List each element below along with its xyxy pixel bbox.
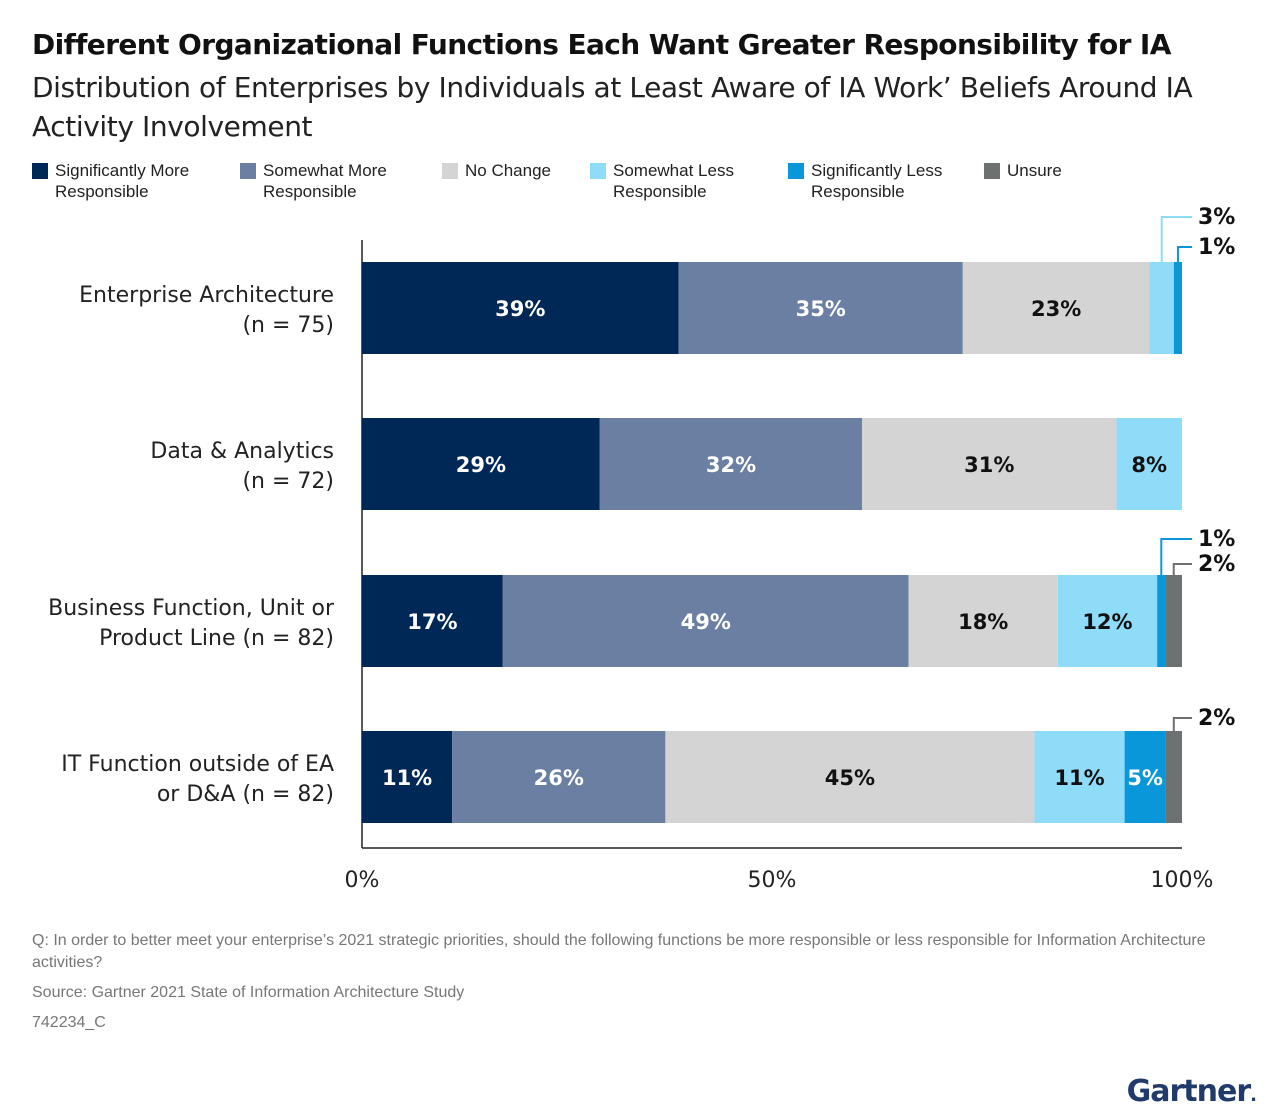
- survey-question: Q: In order to better meet your enterpri…: [32, 932, 1206, 971]
- x-tick-label: 0%: [345, 868, 380, 893]
- bar-segment: [362, 262, 679, 354]
- bar-segment: [678, 262, 963, 354]
- legend: Significantly More Responsible Somewhat M…: [32, 160, 1252, 210]
- legend-item: Somewhat Less Responsible: [590, 160, 773, 202]
- bar-segment: [1034, 731, 1125, 823]
- bar-segment: [452, 731, 666, 823]
- callout-value-label: 2%: [1198, 552, 1235, 577]
- bar-value-label: 49%: [681, 610, 731, 634]
- bar-segment: [665, 731, 1035, 823]
- bar-segment: [362, 418, 600, 510]
- callout-leader: [1172, 563, 1192, 575]
- callout-leader: [1176, 246, 1192, 262]
- bar-value-label: 11%: [1054, 766, 1104, 790]
- bar-segment: [1057, 575, 1158, 667]
- bar-segment: [1116, 418, 1182, 510]
- figure-id: 742234_C: [32, 1014, 106, 1031]
- legend-item: Somewhat More Responsible: [240, 160, 423, 202]
- legend-label: Somewhat Less Responsible: [613, 161, 734, 201]
- category-label: Enterprise Architecture (n = 75): [79, 283, 334, 338]
- legend-label: Somewhat More Responsible: [263, 161, 387, 201]
- category-label: Data & Analytics (n = 72): [150, 439, 334, 494]
- bar-value-label: 29%: [456, 453, 506, 477]
- callout-value-label: 3%: [1198, 205, 1235, 230]
- callout-value-label: 1%: [1198, 527, 1235, 552]
- category-label: IT Function outside of EA or D&A (n = 82): [61, 752, 334, 807]
- bar-segment: [862, 418, 1117, 510]
- x-tick-label: 100%: [1151, 868, 1214, 893]
- legend-label: Unsure: [1007, 161, 1062, 180]
- source-note: Source: Gartner 2021 State of Informatio…: [32, 984, 465, 1001]
- bar-value-label: 8%: [1131, 453, 1167, 477]
- bar-value-label: 26%: [534, 766, 584, 790]
- legend-label: Significantly More Responsible: [55, 161, 190, 201]
- legend-swatch: [788, 163, 804, 179]
- bar-value-label: 12%: [1082, 610, 1132, 634]
- legend-swatch: [442, 163, 458, 179]
- bar-segment: [1165, 575, 1182, 667]
- legend-label: No Change: [465, 161, 552, 180]
- category-label: Business Function, Unit or Product Line (…: [48, 596, 335, 651]
- legend-item: Unsure: [984, 160, 1167, 181]
- legend-swatch: [240, 163, 256, 179]
- gartner-logo: Gartner.: [1126, 1074, 1257, 1109]
- footnotes: Q: In order to better meet your enterpri…: [32, 930, 1242, 1042]
- bar-value-label: 35%: [796, 297, 846, 321]
- bar-value-label: 23%: [1031, 297, 1081, 321]
- chart-title: Different Organizational Functions Each …: [32, 28, 1171, 61]
- bar-segment: [1124, 731, 1166, 823]
- bar-value-label: 18%: [958, 610, 1008, 634]
- legend-swatch: [590, 163, 606, 179]
- callout-leader: [1160, 216, 1192, 262]
- legend-label: Significantly Less Responsible: [811, 161, 943, 201]
- legend-item: Significantly More Responsible: [32, 160, 215, 202]
- legend-item: Significantly Less Responsible: [788, 160, 971, 202]
- callout-leader: [1160, 538, 1192, 575]
- legend-item: No Change: [442, 160, 625, 181]
- bar-segment: [908, 575, 1058, 667]
- chart-subtitle: Distribution of Enterprises by Individua…: [32, 71, 1193, 143]
- bar-segment: [962, 262, 1150, 354]
- stacked-bar-chart: 0% 50% 100% Enterprise Architecture (n = 75)…: [48, 205, 1235, 893]
- bar-value-label: 31%: [964, 453, 1014, 477]
- bar-value-label: 11%: [382, 766, 432, 790]
- bar-segment: [1149, 262, 1174, 354]
- bar-value-label: 32%: [706, 453, 756, 477]
- bar-segment: [502, 575, 909, 667]
- bar-segment: [1165, 731, 1182, 823]
- x-tick-label: 50%: [748, 868, 797, 893]
- bar-segment: [1157, 575, 1166, 667]
- bar-value-label: 45%: [825, 766, 875, 790]
- legend-swatch: [32, 163, 48, 179]
- bar-value-label: 17%: [407, 610, 457, 634]
- bar-segment: [1173, 262, 1182, 354]
- callout-leader: [1172, 717, 1192, 731]
- bar-segment: [362, 575, 503, 667]
- callout-value-label: 2%: [1198, 706, 1235, 731]
- bar-segment: [362, 731, 453, 823]
- bar-segment: [599, 418, 863, 510]
- callout-value-label: 1%: [1198, 235, 1235, 260]
- legend-swatch: [984, 163, 1000, 179]
- bar-value-label: 5%: [1127, 766, 1163, 790]
- bar-value-label: 39%: [495, 297, 545, 321]
